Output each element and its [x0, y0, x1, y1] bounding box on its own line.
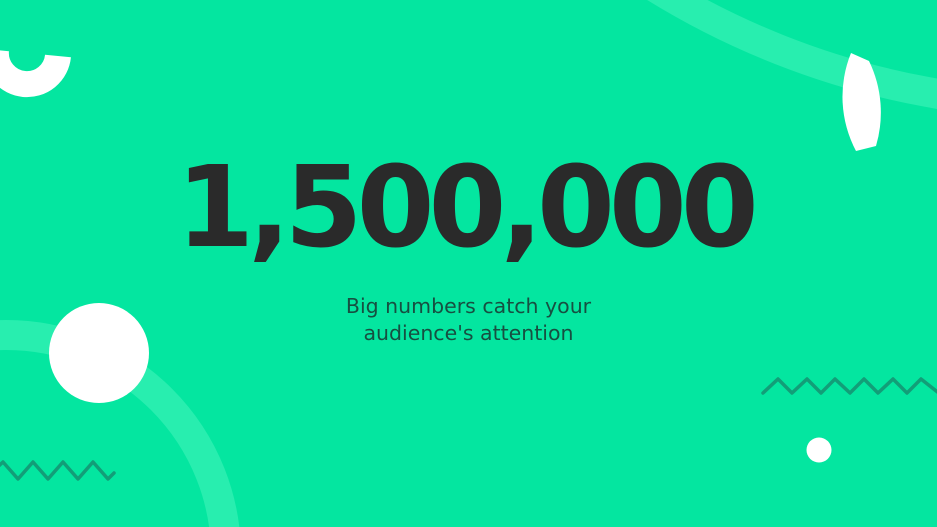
white-arc-top-left-decoration	[0, 50, 71, 98]
white-dot-bottom-right-decoration	[806, 437, 832, 463]
zigzag-line-bottom-right-decoration	[761, 377, 937, 395]
subtitle-line-2: audience's attention	[363, 321, 574, 345]
subtitle-line-1: Big numbers catch your	[345, 294, 592, 318]
big-number-headline: 1,500,000	[176, 143, 759, 273]
zigzag-line-bottom-left-decoration	[0, 460, 116, 481]
white-crescent-top-right-decoration	[842, 53, 881, 151]
subtitle-text: Big numbers catch your audience's attent…	[0, 293, 937, 347]
ring-arc-bottom-left-decoration	[0, 320, 240, 527]
white-circle-bottom-left-decoration	[49, 303, 149, 403]
